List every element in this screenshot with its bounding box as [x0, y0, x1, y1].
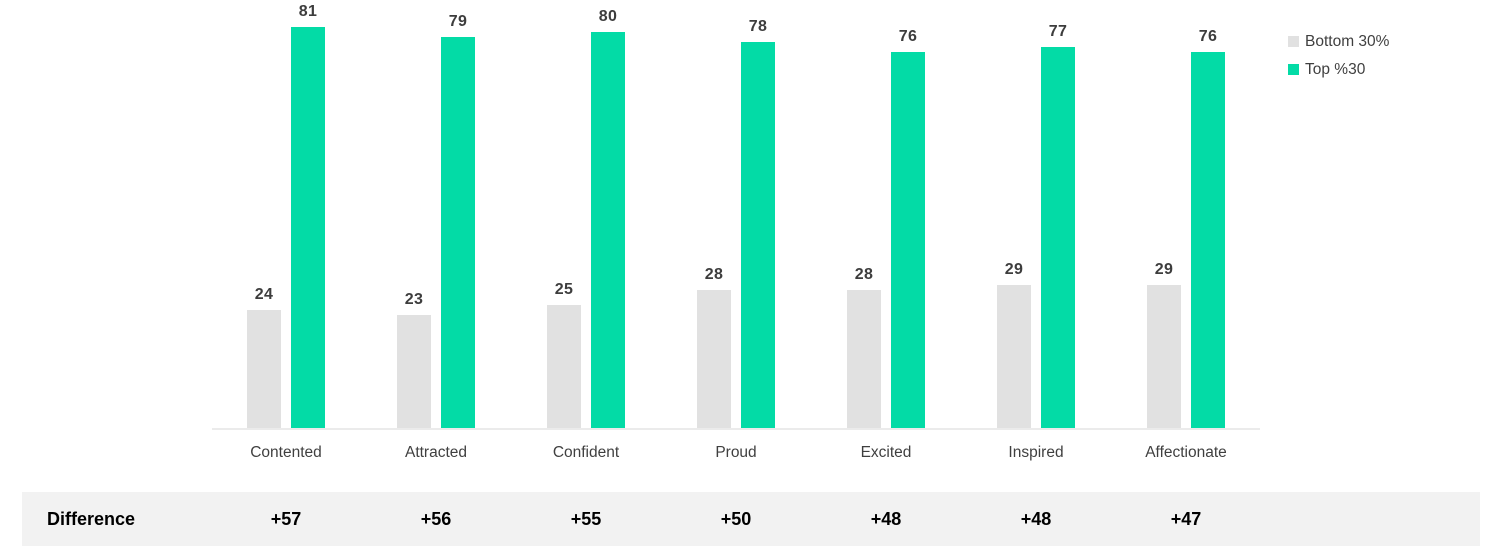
- value-label-bottom30-contented: 24: [254, 286, 274, 303]
- value-label-top30-proud: 78: [748, 18, 768, 35]
- difference-value-attracted: +56: [420, 509, 452, 529]
- value-label-top30-affectionate: 76: [1198, 28, 1218, 45]
- value-label-top30-attracted: 79: [448, 13, 468, 30]
- bar-top30-inspired: [1041, 47, 1075, 429]
- bar-top30-contented: [291, 27, 325, 429]
- legend-item-top-30: Top %30: [1288, 61, 1389, 78]
- chart-legend: Bottom 30% Top %30: [1288, 33, 1389, 89]
- bar-bottom30-excited: [847, 290, 881, 429]
- difference-row: Difference +57 +56 +55 +50 +48 +48 +47: [22, 492, 1480, 546]
- difference-value-proud: +50: [720, 509, 752, 529]
- bar-top30-excited: [891, 52, 925, 429]
- value-label-bottom30-inspired: 29: [1004, 261, 1024, 278]
- difference-value-excited: +48: [870, 509, 902, 529]
- value-label-top30-excited: 76: [898, 28, 918, 45]
- category-label-confident: Confident: [552, 444, 620, 461]
- bar-bottom30-contented: [247, 310, 281, 429]
- difference-value-affectionate: +47: [1170, 509, 1202, 529]
- value-label-bottom30-affectionate: 29: [1154, 261, 1174, 278]
- difference-value-inspired: +48: [1020, 509, 1052, 529]
- legend-swatch-bottom-30-icon: [1288, 36, 1299, 47]
- category-label-contented: Contented: [250, 444, 322, 461]
- legend-label-bottom-30: Bottom 30%: [1305, 32, 1390, 50]
- category-label-proud: Proud: [715, 444, 757, 461]
- bar-top30-attracted: [441, 37, 475, 429]
- legend-label-top-30: Top %30: [1305, 60, 1366, 78]
- legend-item-bottom-30: Bottom 30%: [1288, 33, 1389, 50]
- value-label-top30-confident: 80: [598, 8, 618, 25]
- bar-bottom30-proud: [697, 290, 731, 429]
- x-axis-line: [212, 428, 1260, 430]
- bar-top30-confident: [591, 32, 625, 429]
- bar-bottom30-inspired: [997, 285, 1031, 429]
- category-label-excited: Excited: [860, 444, 912, 461]
- value-label-bottom30-proud: 28: [704, 266, 724, 283]
- bar-bottom30-affectionate: [1147, 285, 1181, 429]
- value-label-bottom30-confident: 25: [554, 281, 574, 298]
- value-label-bottom30-attracted: 23: [404, 291, 424, 308]
- category-label-inspired: Inspired: [1008, 444, 1064, 461]
- category-label-attracted: Attracted: [404, 444, 468, 461]
- bar-top30-proud: [741, 42, 775, 429]
- legend-swatch-top-30-icon: [1288, 64, 1299, 75]
- category-label-affectionate: Affectionate: [1145, 444, 1227, 461]
- difference-row-label: Difference: [47, 509, 136, 529]
- value-label-top30-inspired: 77: [1048, 23, 1068, 40]
- value-label-bottom30-excited: 28: [854, 266, 874, 283]
- bar-bottom30-confident: [547, 305, 581, 429]
- difference-value-contented: +57: [270, 509, 302, 529]
- value-label-top30-contented: 81: [298, 3, 318, 20]
- bar-bottom30-attracted: [397, 315, 431, 429]
- bar-top30-affectionate: [1191, 52, 1225, 429]
- difference-value-confident: +55: [570, 509, 602, 529]
